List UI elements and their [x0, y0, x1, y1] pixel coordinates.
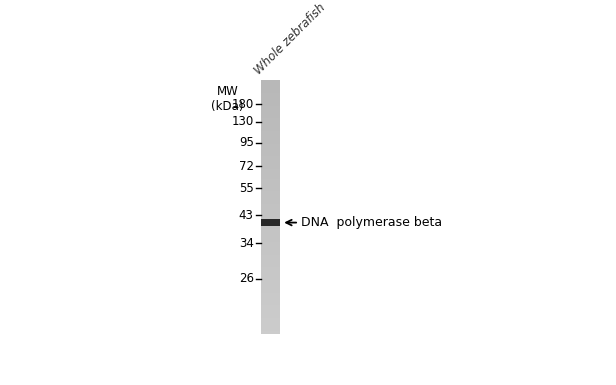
Text: 180: 180	[232, 97, 254, 110]
Bar	[261, 239, 280, 242]
Bar	[261, 112, 280, 115]
Bar	[261, 128, 280, 131]
Bar	[261, 277, 280, 280]
Bar	[261, 87, 280, 90]
Bar	[261, 290, 280, 293]
Text: DNA  polymerase beta: DNA polymerase beta	[301, 216, 442, 229]
Bar	[261, 137, 280, 141]
Bar	[261, 194, 280, 198]
Bar	[261, 210, 280, 213]
Bar	[261, 270, 280, 274]
Bar	[261, 159, 280, 163]
Bar	[261, 308, 280, 311]
Bar	[261, 261, 280, 264]
Bar	[261, 153, 280, 156]
Bar	[261, 299, 280, 302]
Bar	[261, 248, 280, 251]
Bar	[261, 84, 280, 87]
Bar	[261, 233, 280, 236]
Bar	[261, 201, 280, 204]
Bar	[261, 245, 280, 248]
Bar	[261, 296, 280, 299]
Bar	[261, 102, 280, 105]
Text: 43: 43	[239, 209, 254, 222]
Text: 72: 72	[238, 160, 254, 173]
Bar	[261, 226, 280, 229]
Bar	[261, 311, 280, 315]
Bar	[261, 223, 280, 226]
Text: 55: 55	[239, 182, 254, 195]
Bar	[261, 99, 280, 102]
Bar	[261, 204, 280, 207]
Bar	[261, 327, 280, 331]
Bar	[261, 216, 280, 220]
Bar	[261, 219, 280, 226]
Bar	[261, 96, 280, 99]
Bar	[261, 185, 280, 188]
Bar	[261, 169, 280, 172]
Text: 130: 130	[232, 115, 254, 128]
Bar	[261, 321, 280, 324]
Bar	[261, 163, 280, 166]
Bar	[261, 182, 280, 185]
Bar	[261, 122, 280, 125]
Bar	[261, 207, 280, 210]
Bar	[261, 175, 280, 179]
Bar	[261, 229, 280, 233]
Bar	[261, 172, 280, 175]
Bar	[261, 118, 280, 122]
Bar	[261, 191, 280, 194]
Bar	[261, 213, 280, 216]
Text: 26: 26	[238, 273, 254, 285]
Bar	[261, 141, 280, 144]
Text: 95: 95	[239, 136, 254, 149]
Bar	[261, 198, 280, 201]
Bar	[261, 134, 280, 137]
Bar	[261, 115, 280, 118]
Bar	[261, 105, 280, 109]
Bar	[261, 236, 280, 239]
Bar	[261, 220, 280, 223]
Bar	[261, 254, 280, 258]
Bar	[261, 166, 280, 169]
Bar	[261, 331, 280, 334]
Bar	[261, 156, 280, 159]
Bar	[261, 293, 280, 296]
Bar	[261, 147, 280, 150]
Bar	[261, 286, 280, 290]
Bar	[261, 251, 280, 254]
Bar	[261, 258, 280, 261]
Bar	[261, 280, 280, 283]
Bar	[261, 283, 280, 286]
Bar	[261, 90, 280, 93]
Bar	[261, 188, 280, 191]
Bar	[261, 318, 280, 321]
Bar	[261, 93, 280, 96]
Bar	[261, 109, 280, 112]
Bar	[261, 264, 280, 267]
Bar	[261, 302, 280, 305]
Bar	[261, 80, 280, 84]
Bar	[261, 305, 280, 308]
Bar	[261, 315, 280, 318]
Text: MW
(kDa): MW (kDa)	[211, 85, 244, 113]
Bar	[261, 150, 280, 153]
Text: 34: 34	[239, 237, 254, 250]
Bar	[261, 131, 280, 134]
Text: Whole zebrafish: Whole zebrafish	[251, 1, 328, 77]
Bar	[261, 179, 280, 182]
Bar	[261, 242, 280, 245]
Bar	[261, 267, 280, 270]
Bar	[261, 125, 280, 128]
Bar	[261, 274, 280, 277]
Bar	[261, 324, 280, 327]
Bar	[261, 144, 280, 147]
